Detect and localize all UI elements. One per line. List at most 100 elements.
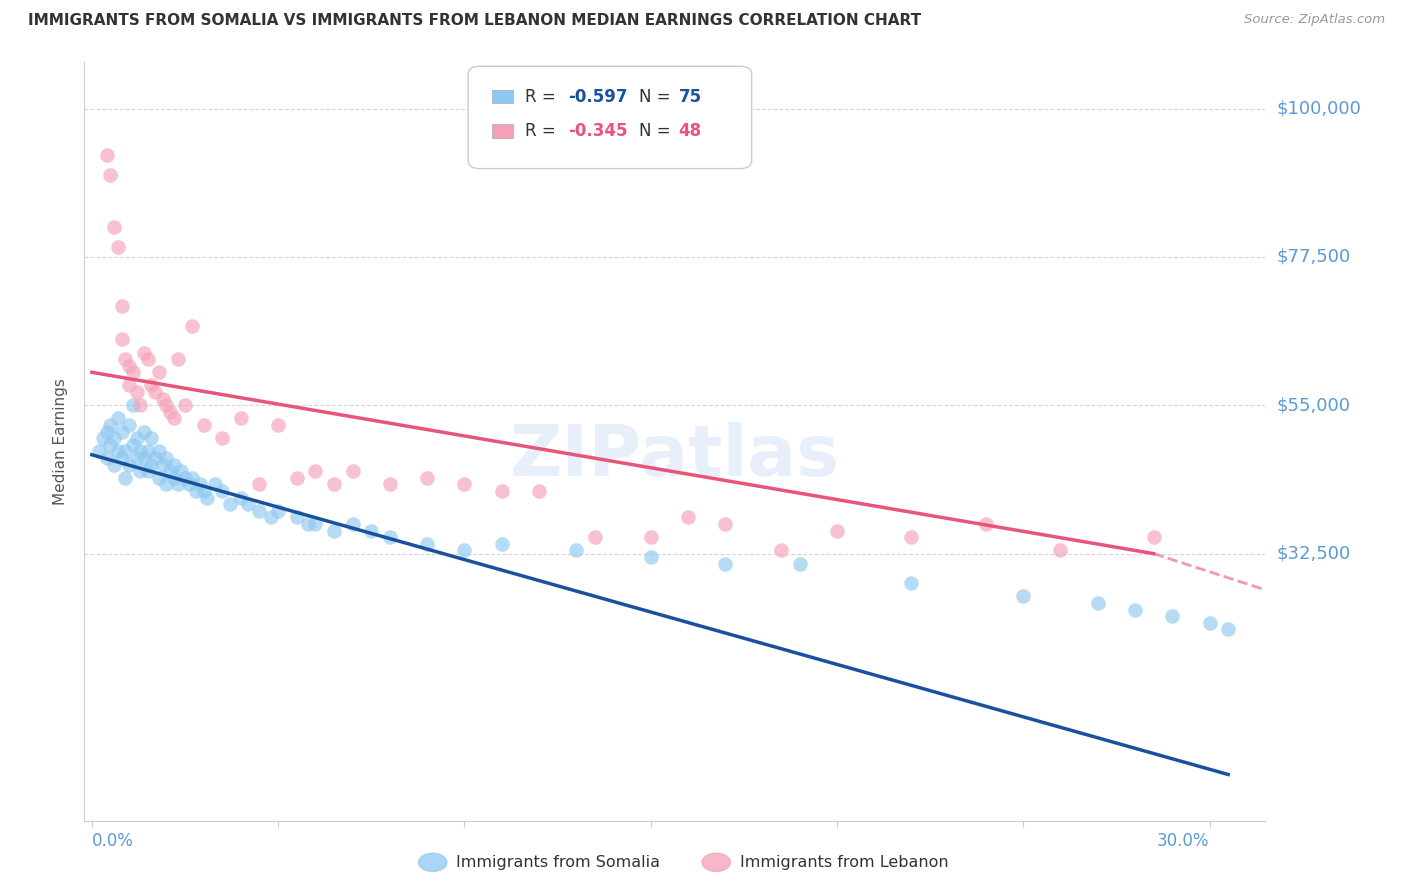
Point: [453, 543, 475, 558]
Point: [249, 504, 271, 518]
Point: [565, 543, 588, 558]
Point: [193, 483, 215, 498]
Point: [770, 543, 793, 558]
Point: [676, 510, 699, 524]
Text: 75: 75: [679, 87, 702, 105]
Point: [114, 444, 136, 458]
Point: [166, 352, 188, 367]
Point: [491, 483, 513, 498]
Point: [1198, 615, 1220, 630]
Point: [416, 537, 439, 551]
Point: [110, 332, 132, 346]
Point: [267, 504, 290, 518]
Text: $100,000: $100,000: [1277, 100, 1361, 118]
Point: [583, 530, 606, 544]
Point: [1143, 530, 1166, 544]
Point: [1087, 596, 1109, 610]
Point: [110, 450, 132, 465]
Point: [103, 431, 125, 445]
Point: [229, 411, 252, 425]
Point: [378, 530, 401, 544]
Point: [163, 471, 186, 485]
Point: [1012, 590, 1035, 604]
Point: [148, 444, 170, 458]
Point: [323, 524, 346, 538]
Point: [211, 483, 233, 498]
Point: [159, 405, 181, 419]
Text: $77,500: $77,500: [1277, 248, 1351, 266]
Point: [789, 557, 811, 571]
Text: -0.597: -0.597: [568, 87, 628, 105]
FancyBboxPatch shape: [468, 66, 752, 169]
Point: [174, 471, 197, 485]
Text: Immigrants from Lebanon: Immigrants from Lebanon: [740, 855, 949, 870]
Point: [107, 444, 129, 458]
Point: [218, 497, 240, 511]
Point: [96, 450, 118, 465]
Text: 48: 48: [679, 121, 702, 140]
FancyBboxPatch shape: [492, 124, 513, 137]
Point: [188, 477, 211, 491]
Text: IMMIGRANTS FROM SOMALIA VS IMMIGRANTS FROM LEBANON MEDIAN EARNINGS CORRELATION C: IMMIGRANTS FROM SOMALIA VS IMMIGRANTS FR…: [28, 13, 921, 29]
Point: [152, 458, 174, 472]
Point: [143, 450, 166, 465]
Text: Immigrants from Somalia: Immigrants from Somalia: [457, 855, 661, 870]
Point: [249, 477, 271, 491]
Y-axis label: Median Earnings: Median Earnings: [53, 378, 69, 505]
Point: [378, 477, 401, 491]
Point: [714, 557, 737, 571]
Point: [91, 431, 114, 445]
Point: [342, 464, 364, 478]
Point: [125, 431, 148, 445]
Circle shape: [419, 854, 447, 871]
Text: 0.0%: 0.0%: [91, 831, 134, 850]
Text: ZIPatlas: ZIPatlas: [510, 422, 839, 491]
Text: 30.0%: 30.0%: [1157, 831, 1209, 850]
Point: [238, 497, 260, 511]
Point: [110, 425, 132, 439]
Point: [129, 464, 152, 478]
Point: [121, 438, 143, 452]
Point: [204, 477, 226, 491]
Point: [900, 530, 922, 544]
FancyBboxPatch shape: [492, 90, 513, 103]
Point: [527, 483, 550, 498]
Point: [118, 378, 141, 392]
Point: [163, 411, 186, 425]
Point: [416, 471, 439, 485]
Point: [211, 431, 233, 445]
Point: [297, 516, 319, 531]
Point: [974, 516, 997, 531]
Text: $32,500: $32,500: [1277, 545, 1351, 563]
Circle shape: [702, 854, 730, 871]
Point: [170, 464, 193, 478]
Point: [714, 516, 737, 531]
Point: [1123, 602, 1146, 616]
Point: [103, 458, 125, 472]
Point: [640, 530, 662, 544]
Point: [148, 365, 170, 379]
Point: [125, 385, 148, 400]
Point: [159, 464, 181, 478]
Point: [181, 319, 204, 334]
Point: [129, 444, 152, 458]
Point: [195, 491, 218, 505]
Point: [96, 147, 118, 161]
Text: R =: R =: [524, 121, 561, 140]
Point: [129, 398, 152, 412]
Text: N =: N =: [640, 87, 676, 105]
Text: $55,000: $55,000: [1277, 396, 1351, 414]
Point: [114, 471, 136, 485]
Point: [96, 425, 118, 439]
Point: [121, 365, 143, 379]
Point: [640, 549, 662, 564]
Point: [259, 510, 281, 524]
Point: [184, 483, 207, 498]
Point: [141, 378, 163, 392]
Text: R =: R =: [524, 87, 561, 105]
Point: [118, 418, 141, 433]
Point: [155, 398, 177, 412]
Point: [1218, 623, 1240, 637]
Point: [143, 385, 166, 400]
Point: [323, 477, 346, 491]
